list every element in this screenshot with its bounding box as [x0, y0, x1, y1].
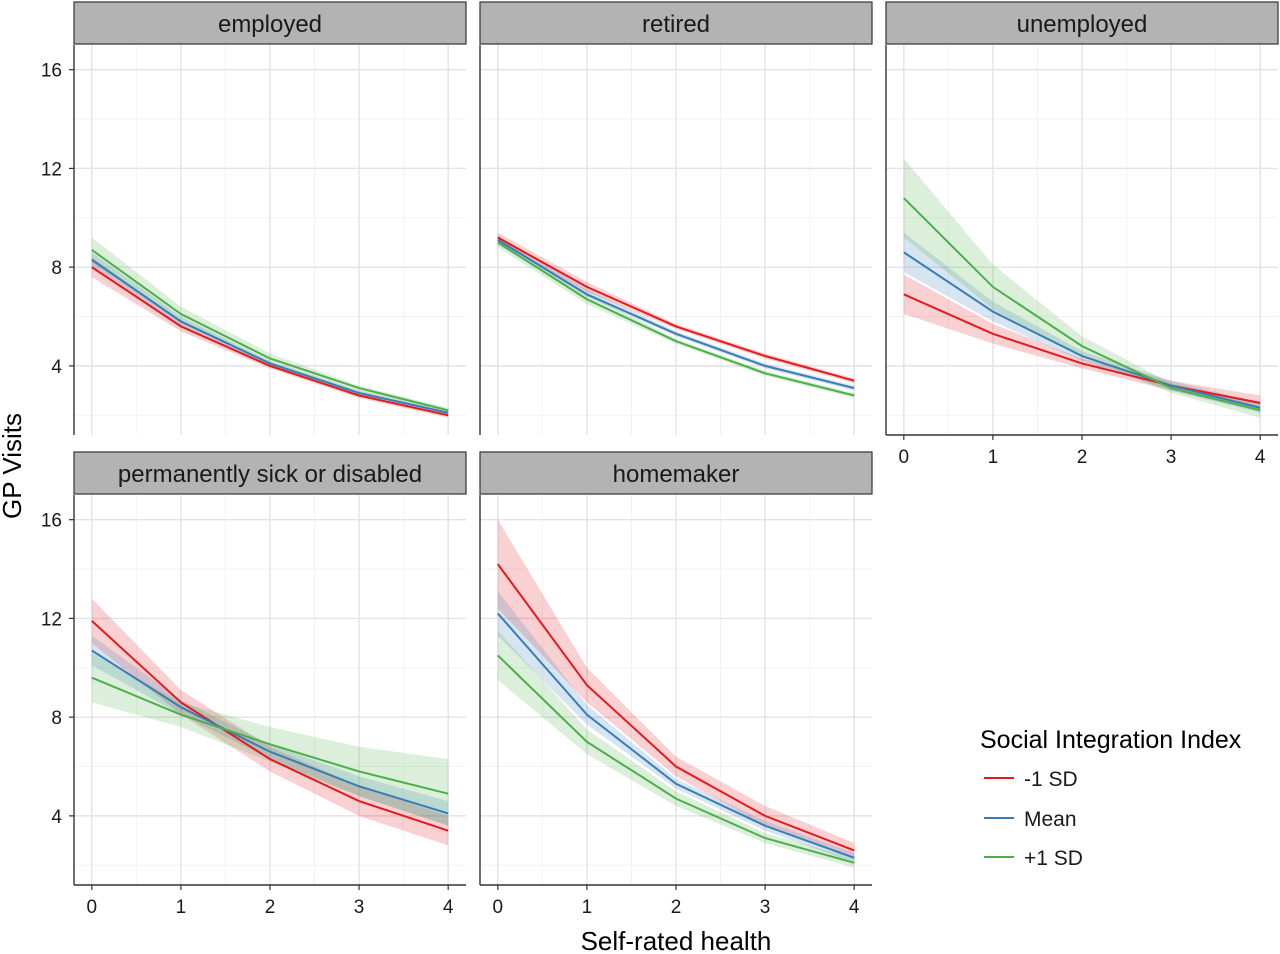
- strip-label-employed: employed: [218, 11, 322, 38]
- y-tick-label: 8: [51, 708, 62, 729]
- strip-label-permanently-sick: permanently sick or disabled: [118, 461, 422, 488]
- strip-label-unemployed: unemployed: [1017, 11, 1148, 38]
- x-tick-label: 2: [1077, 447, 1088, 468]
- y-tick-label: 12: [41, 609, 62, 630]
- strip-label-retired: retired: [642, 11, 710, 38]
- y-axis-title: GP Visits: [0, 413, 27, 519]
- series-line-1-sd-retired: [497, 236, 855, 382]
- plot-area-employed: 4 8 12 16: [41, 45, 466, 435]
- legend-label-mean: Mean: [1024, 808, 1077, 831]
- panel-employed: employed: [73, 1, 467, 45]
- panel-permanently-sick: permanently sick or disabled: [73, 451, 467, 495]
- series-line-mean-retired: [497, 239, 855, 390]
- series-line-1-sd-permanently-sick-or-disabled: [91, 676, 449, 795]
- x-tick-label: 4: [1255, 447, 1266, 468]
- y-tick-label: 4: [51, 357, 62, 378]
- x-tick-label: 4: [849, 897, 860, 918]
- plot-area-retired: [479, 45, 872, 435]
- y-tick-label: 12: [41, 159, 62, 180]
- panel-retired: retired: [479, 1, 873, 45]
- x-tick-label: 3: [760, 897, 771, 918]
- series-line-mean-permanently-sick-or-disabled: [91, 649, 449, 815]
- strip-unemployed: [885, 1, 1279, 45]
- strip-homemaker: [479, 451, 873, 495]
- series-line-1-sd-employed: [91, 249, 449, 412]
- series-line-1-sd-unemployed: [903, 197, 1261, 412]
- legend: Social Integration Index -1 SD Mean +1 S…: [980, 726, 1242, 870]
- series-line-1-sd-employed: [91, 266, 449, 417]
- ci-band-1-sd-permanently-sick-or-disabled: [91, 652, 449, 826]
- strip-retired: [479, 1, 873, 45]
- panel-unemployed: unemployed: [885, 1, 1279, 45]
- y-tick-label: 4: [51, 807, 62, 828]
- legend-label-plus-1sd: +1 SD: [1024, 847, 1083, 870]
- y-tick-label: 8: [51, 258, 62, 279]
- x-tick-label: 4: [443, 897, 454, 918]
- series-line-mean-unemployed: [903, 251, 1261, 409]
- x-tick-label: 3: [1166, 447, 1177, 468]
- x-tick-label: 0: [87, 897, 98, 918]
- x-tick-label: 0: [899, 447, 910, 468]
- plot-area-unemployed: 0 1 2 3 4: [885, 45, 1278, 468]
- x-tick-label: 3: [354, 897, 365, 918]
- x-tick-label: 1: [176, 897, 187, 918]
- x-tick-label: 2: [671, 897, 682, 918]
- ci-band-1-sd-unemployed: [903, 158, 1261, 418]
- panel-homemaker: homemaker: [479, 451, 873, 495]
- ci-band-mean-permanently-sick-or-disabled: [91, 635, 449, 826]
- legend-label-minus-1sd: -1 SD: [1024, 768, 1078, 791]
- series-line-mean-homemaker: [497, 612, 855, 859]
- series-line-1-sd-permanently-sick-or-disabled: [91, 620, 449, 832]
- strip-employed: [73, 1, 467, 45]
- strip-permanently-sick: [73, 451, 467, 495]
- ci-band-mean-unemployed: [903, 232, 1261, 413]
- strip-label-homemaker: homemaker: [613, 461, 740, 488]
- series-line-1-sd-homemaker: [497, 563, 855, 852]
- series-line-1-sd-retired: [497, 241, 855, 397]
- plot-area-homemaker: 0 1 2 3 4: [479, 495, 872, 918]
- x-tick-label: 1: [988, 447, 999, 468]
- x-axis-title: Self-rated health: [581, 926, 772, 954]
- series-line-mean-employed: [91, 258, 449, 414]
- ci-band-1-sd-permanently-sick-or-disabled: [91, 598, 449, 846]
- y-tick-label: 16: [41, 61, 62, 82]
- x-tick-label: 1: [582, 897, 593, 918]
- x-tick-label: 2: [265, 897, 276, 918]
- series-line-1-sd-unemployed: [903, 293, 1261, 404]
- legend-title: Social Integration Index: [980, 726, 1242, 754]
- y-tick-label: 16: [41, 511, 62, 532]
- series-line-1-sd-homemaker: [497, 654, 855, 864]
- x-tick-label: 0: [493, 897, 504, 918]
